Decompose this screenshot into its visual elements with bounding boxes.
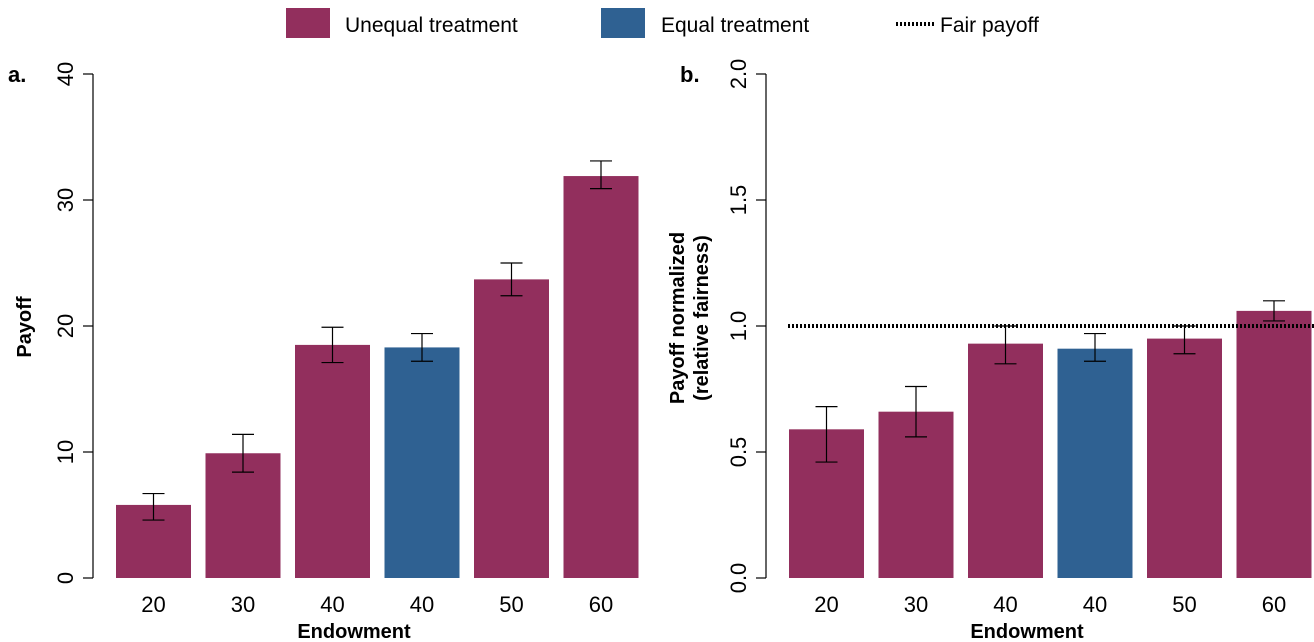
panel-a-y-tick-label: 30 <box>53 188 78 212</box>
panel-a: a. 0 10 20 30 40 20 30 40 40 50 60 Endowment Payo… <box>8 62 639 642</box>
panel-a-y-tick-label: 0 <box>53 572 78 584</box>
panel-b-x-labels: 20 30 40 40 50 60 <box>814 592 1286 617</box>
panel-a-bar-unequal <box>474 279 549 578</box>
panel-a-x-tick-label: 40 <box>410 592 434 617</box>
panel-b-bar-unequal <box>968 343 1043 578</box>
panel-a-x-labels: 20 30 40 40 50 60 <box>141 592 613 617</box>
panel-b-bar-unequal <box>1236 310 1312 578</box>
panel-b-bar-equal <box>1057 348 1133 578</box>
legend-label-unequal: Unequal treatment <box>345 14 518 37</box>
panel-b-x-tick-label: 20 <box>814 592 838 617</box>
panel-b-error-bar <box>1263 300 1285 322</box>
panel-b-y-tick-label: 0.0 <box>726 563 751 594</box>
panel-a-y-title: Payoff <box>14 296 36 357</box>
panel-a-bar-equal <box>384 347 460 578</box>
panel-a-x-tick-label: 20 <box>141 592 165 617</box>
panel-b-y-tick-label: 1.5 <box>726 185 751 216</box>
panel-a-error-bar <box>142 492 165 521</box>
panel-b-y-title-2: (relative fairness) <box>691 235 713 401</box>
panel-b-letter: b. <box>680 62 700 87</box>
panel-a-y-tick-label: 40 <box>53 62 78 86</box>
panel-b-bars <box>788 300 1314 578</box>
panel-a-x-tick-label: 40 <box>320 592 344 617</box>
panel-a-bar-unequal <box>295 344 370 578</box>
legend-label-fair: Fair payoff <box>940 14 1039 37</box>
panel-b-x-title: Endowment <box>970 621 1084 642</box>
panel-b-x-tick-label: 40 <box>993 592 1017 617</box>
panel-a-x-tick-label: 50 <box>499 592 523 617</box>
panel-a-y-axis: 0 10 20 30 40 <box>53 62 94 584</box>
panel-a-error-bar <box>500 262 523 297</box>
panel-b-error-bar <box>1084 332 1106 362</box>
panel-a-error-bar <box>590 160 612 190</box>
panel-b-error-bar <box>815 406 838 463</box>
panel-a-bar-unequal <box>563 176 639 578</box>
panel-a-bar-unequal <box>205 453 281 578</box>
panel-a-x-title: Endowment <box>297 621 411 642</box>
panel-a-x-tick-label: 60 <box>589 592 613 617</box>
panel-a-y-tick-label: 10 <box>53 440 78 464</box>
panel-b-x-tick-label: 60 <box>1262 592 1286 617</box>
panel-a-bars <box>116 160 639 578</box>
panel-b-x-tick-label: 40 <box>1083 592 1107 617</box>
panel-a-x-tick-label: 30 <box>231 592 255 617</box>
panel-b-y-tick-label: 2.0 <box>726 59 751 90</box>
panel-a-error-bar <box>411 332 433 362</box>
panel-a-error-bar <box>321 326 344 364</box>
panel-b-bar-unequal <box>878 411 954 578</box>
panel-b-y-tick-label: 1.0 <box>726 311 751 342</box>
panel-a-letter: a. <box>8 62 26 87</box>
panel-b-error-bar <box>905 385 927 438</box>
panel-a-error-bar <box>232 433 254 473</box>
legend-label-equal: Equal treatment <box>661 14 809 37</box>
panel-b-y-tick-label: 0.5 <box>726 437 751 468</box>
legend-swatch-equal <box>601 8 645 38</box>
panel-b: b. 0.0 0.5 1.0 1.5 2.0 20 30 40 40 50 60 Endowmen… <box>667 59 1314 642</box>
legend-swatch-unequal <box>286 8 330 38</box>
panel-b-x-tick-label: 50 <box>1172 592 1196 617</box>
panel-b-bar-unequal <box>1147 338 1222 578</box>
panel-a-y-tick-label: 20 <box>53 314 78 338</box>
legend: Unequal treatment Equal treatment Fair p… <box>286 8 1039 38</box>
panel-b-y-axis: 0.0 0.5 1.0 1.5 2.0 <box>726 59 767 594</box>
panel-b-y-title-1: Payoff normalized <box>667 232 689 404</box>
panel-b-x-tick-label: 30 <box>904 592 928 617</box>
